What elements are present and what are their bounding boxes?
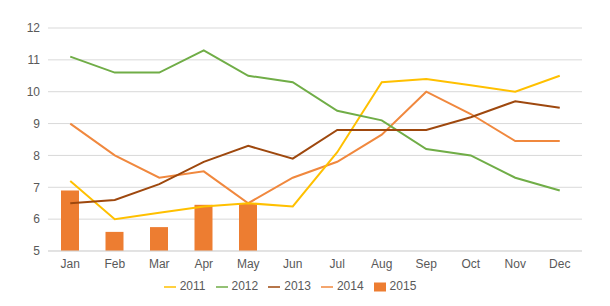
svg-text:Nov: Nov	[505, 257, 526, 271]
svg-text:Sep: Sep	[416, 257, 438, 271]
svg-text:Aug: Aug	[371, 257, 392, 271]
svg-text:Dec: Dec	[549, 257, 570, 271]
svg-text:Apr: Apr	[194, 257, 213, 271]
svg-text:Feb: Feb	[104, 257, 125, 271]
svg-text:Jan: Jan	[61, 257, 80, 271]
html-text:2012: 2012	[231, 279, 259, 293]
svg-text:8: 8	[33, 149, 40, 163]
svg-text:5: 5	[33, 244, 40, 258]
svg-text:9: 9	[33, 117, 40, 131]
svg-text:11: 11	[28, 53, 41, 67]
svg-text:12: 12	[27, 21, 41, 35]
html-text:2014: 2014	[336, 279, 364, 293]
html-text:2011: 2011	[179, 279, 206, 293]
svg-text:Mar: Mar	[149, 257, 170, 271]
svg-text:May: May	[237, 257, 260, 271]
svg-text:Oct: Oct	[461, 257, 480, 271]
svg-text:7: 7	[33, 181, 40, 195]
html-text:2013: 2013	[284, 279, 311, 293]
svg-text:6: 6	[33, 212, 40, 226]
svg-text:Jul: Jul	[330, 257, 345, 271]
html-text:2015: 2015	[389, 279, 417, 293]
svg-text:Jun: Jun	[283, 257, 302, 271]
svg-text:10: 10	[27, 85, 41, 99]
